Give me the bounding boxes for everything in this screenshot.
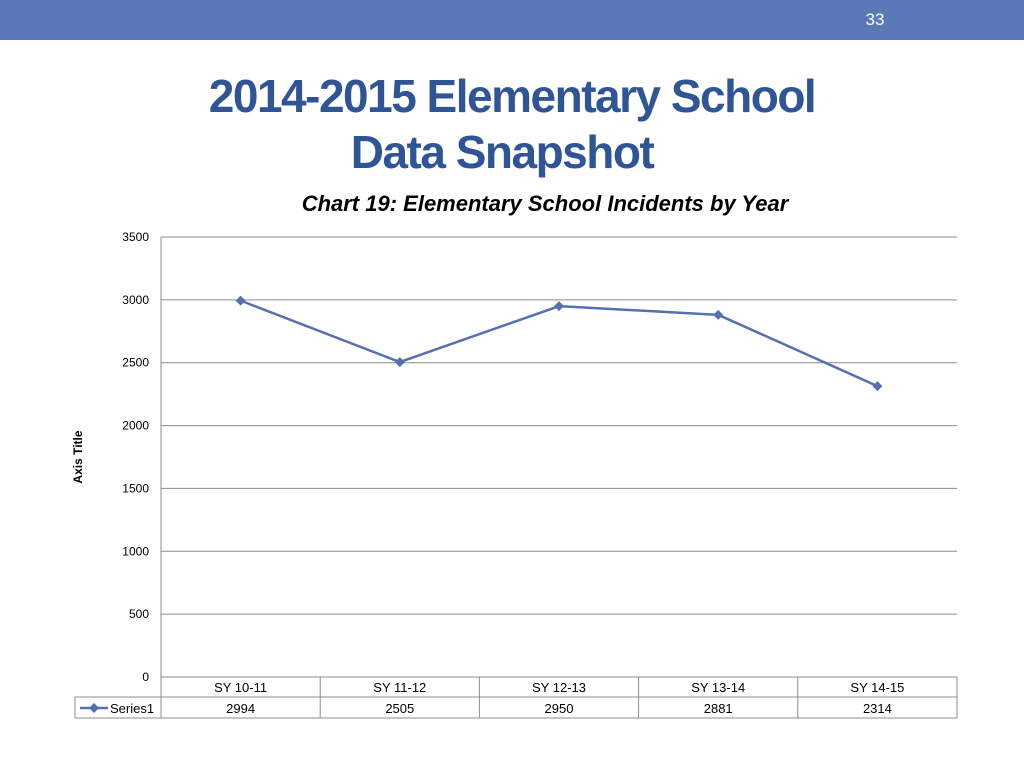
data-point-marker: [872, 381, 883, 392]
x-category-label: SY 11-12: [373, 680, 426, 695]
data-table-value: 2881: [704, 701, 733, 716]
slide-title-line1: 2014-2015 Elementary School: [208, 70, 817, 122]
slide-title-line2: Data Snapshot: [350, 126, 655, 178]
y-tick-label: 500: [129, 607, 149, 621]
y-tick-label: 1500: [122, 481, 149, 495]
data-table-value: 2950: [545, 701, 574, 716]
data-table-value: 2994: [226, 701, 255, 716]
x-category-label: SY 10-11: [214, 680, 267, 695]
data-point-marker: [235, 295, 246, 306]
header-band: [0, 0, 1024, 40]
y-tick-label: 3000: [122, 293, 149, 307]
y-tick-label: 2500: [122, 356, 149, 370]
data-point-marker: [713, 309, 724, 320]
x-category-label: SY 12-13: [532, 680, 586, 695]
y-axis-title: Axis Title: [71, 430, 85, 483]
x-category-label: SY 14-15: [850, 680, 904, 695]
y-tick-label: 3500: [122, 230, 149, 244]
series-line: [240, 299, 878, 388]
y-tick-label: 2000: [122, 419, 149, 433]
data-table-value: 2314: [863, 701, 892, 716]
data-point-marker: [394, 357, 405, 368]
y-tick-label: 0: [142, 670, 149, 684]
chart-title: Chart 19: Elementary School Incidents by…: [301, 191, 789, 216]
x-category-label: SY 13-14: [691, 680, 745, 695]
data-point-marker: [554, 301, 564, 312]
y-tick-label: 1000: [122, 544, 149, 558]
slide-title: 2014-2015 Elementary School Data Snapsho…: [0, 68, 1024, 180]
data-table-value: 2505: [385, 701, 414, 716]
slide-number: 33: [865, 10, 885, 29]
legend-series-name: Series1: [110, 701, 154, 716]
legend-key-marker: [89, 703, 99, 713]
